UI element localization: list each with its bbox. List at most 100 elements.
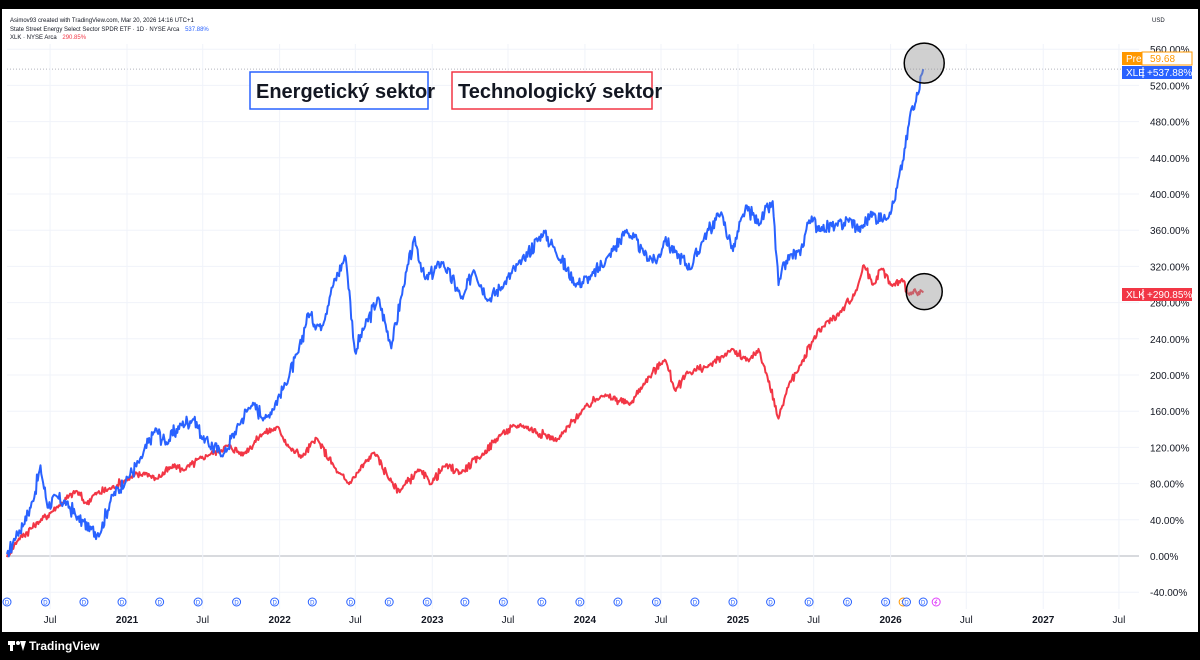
dividend-marker[interactable]	[193, 597, 203, 607]
legend-box-energy	[249, 71, 429, 110]
dividend-marker-label: D	[883, 601, 888, 607]
x-tick-label: 2027	[1032, 615, 1055, 626]
y-tick-label: 360.00%	[1150, 226, 1190, 237]
dividend-marker[interactable]	[346, 597, 356, 607]
split-marker[interactable]	[901, 597, 911, 607]
y-tick-label: 560.00%	[1150, 45, 1190, 56]
y-tick-label: 400.00%	[1150, 190, 1190, 201]
dividend-marker[interactable]	[804, 597, 814, 607]
dividend-marker-label: D	[425, 601, 430, 607]
dividend-marker-label: D	[272, 601, 277, 607]
dividend-marker[interactable]	[613, 597, 623, 607]
highlight-circle-energy	[903, 42, 945, 84]
dividend-marker-label: D	[120, 601, 125, 607]
dividend-marker-label: D	[349, 601, 354, 607]
x-tick-label: 2024	[574, 615, 597, 626]
svg-text:Pre: Pre	[1126, 54, 1142, 65]
y-tick-label: 320.00%	[1150, 262, 1190, 273]
x-tick-label: Jul	[349, 615, 362, 626]
header-credit: Asimov93 created with TradingView.com, M…	[10, 18, 194, 24]
dividend-marker-label: D	[921, 601, 926, 607]
x-tick-label: 2025	[727, 615, 750, 626]
dividend-marker[interactable]	[728, 597, 738, 607]
y-tick-label: 240.00%	[1150, 335, 1190, 346]
dividend-marker-label: D	[768, 601, 773, 607]
dividend-marker[interactable]	[270, 597, 280, 607]
x-tick-label: Jul	[44, 615, 57, 626]
svg-text:+537.88%: +537.88%	[1147, 68, 1192, 79]
dividend-marker[interactable]	[155, 597, 165, 607]
legend-label-tech: Technologický sektor	[458, 81, 662, 103]
dividend-marker-label: D	[540, 601, 545, 607]
x-tick-label: Jul	[807, 615, 820, 626]
dividend-marker[interactable]	[537, 597, 547, 607]
dividend-marker[interactable]	[498, 597, 508, 607]
xle-badge: XLE +537.88%	[1122, 66, 1192, 79]
tradingview-logo[interactable]: TradingView	[8, 639, 99, 653]
dividend-marker-label: D	[693, 601, 698, 607]
dividend-marker[interactable]	[384, 597, 394, 607]
series-line-tech[interactable]	[6, 264, 925, 558]
header-line1-name: State Street Energy Select Sector SPDR E…	[10, 27, 180, 33]
dividend-marker[interactable]	[232, 597, 242, 607]
x-tick-label: Jul	[960, 615, 973, 626]
y-tick-label: 160.00%	[1150, 407, 1190, 418]
header-line1-value: 537.88%	[185, 27, 209, 33]
dividend-marker[interactable]	[881, 597, 891, 607]
dividend-marker[interactable]	[918, 597, 928, 607]
tradingview-brand: TradingView	[29, 639, 100, 653]
pre-market-badge: Pre 59.68	[1122, 51, 1193, 66]
x-tick-label: Jul	[1113, 615, 1126, 626]
header-line2-name: XLK · NYSE Arca	[10, 35, 57, 41]
dividend-marker-label: D	[807, 601, 812, 607]
dividend-marker[interactable]	[40, 597, 50, 607]
x-tick-label: 2021	[116, 615, 139, 626]
dividend-marker-label: D	[234, 601, 239, 607]
dividend-marker-label: D	[578, 601, 583, 607]
x-tick-label: 2022	[269, 615, 292, 626]
dividend-marker-label: D	[845, 601, 850, 607]
footer-bar: TradingView	[2, 632, 1198, 660]
dividend-marker-label: D	[387, 601, 392, 607]
dividend-marker[interactable]	[460, 597, 470, 607]
y-tick-label: 480.00%	[1150, 118, 1190, 129]
dividend-marker[interactable]	[651, 597, 661, 607]
series-line-energy[interactable]	[6, 68, 925, 558]
dividend-marker-label: D	[5, 601, 10, 607]
dividend-marker[interactable]	[690, 597, 700, 607]
dividend-marker[interactable]	[117, 597, 127, 607]
upcoming-event-marker[interactable]	[931, 597, 941, 607]
svg-text:XLK: XLK	[1126, 290, 1145, 301]
dividend-marker[interactable]	[422, 597, 432, 607]
legend-box-tech	[451, 71, 653, 110]
y-tick-label: 0.00%	[1150, 552, 1178, 563]
currency-label: USD	[1152, 18, 1165, 24]
dividend-marker-label: D	[82, 601, 87, 607]
dividend-marker[interactable]	[79, 597, 89, 607]
legend-label-energy: Energetický sektor	[256, 81, 435, 103]
dividend-marker-label: D	[157, 601, 162, 607]
dividend-marker-label: D	[616, 601, 621, 607]
lightning-icon	[933, 599, 938, 605]
dividend-marker-label: D	[654, 601, 659, 607]
x-tick-label: 2023	[421, 615, 444, 626]
dividend-marker[interactable]	[575, 597, 585, 607]
dividend-marker[interactable]	[2, 597, 12, 607]
dividend-marker-label: D	[463, 601, 468, 607]
y-tick-label: 440.00%	[1150, 154, 1190, 165]
dividend-marker-label: D	[310, 601, 315, 607]
x-tick-label: Jul	[655, 615, 668, 626]
y-tick-label: 280.00%	[1150, 299, 1190, 310]
dividend-marker[interactable]	[307, 597, 317, 607]
dividend-marker[interactable]	[843, 597, 853, 607]
x-tick-label: 2026	[879, 615, 902, 626]
svg-text:59.68: 59.68	[1150, 54, 1175, 65]
split-marker-label: D	[904, 601, 909, 607]
y-tick-label: 80.00%	[1150, 480, 1184, 491]
dividend-marker[interactable]	[766, 597, 776, 607]
xlk-badge: XLK +290.85%	[1122, 288, 1192, 301]
y-tick-label: -40.00%	[1150, 588, 1187, 599]
chart-canvas[interactable]: DDDDDDDDDDDDDDDDDDDDDDDDDSD -40.00%0.00%…	[2, 9, 1198, 633]
x-tick-label: Jul	[196, 615, 209, 626]
